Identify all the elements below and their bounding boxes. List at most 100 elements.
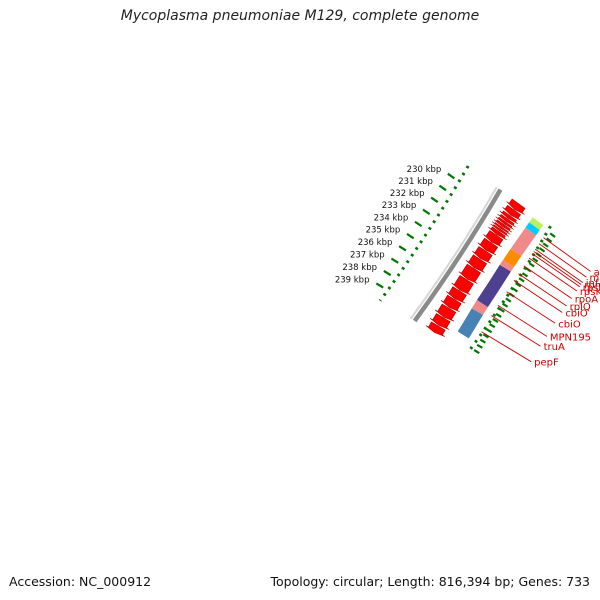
cds-arrow-15	[451, 274, 474, 295]
cds-arrow-1	[506, 198, 526, 215]
band-segment-4	[503, 248, 522, 268]
cds-arrow-17	[440, 294, 462, 313]
inner-dotted-track	[467, 225, 552, 353]
gene-label-8: rplQ	[570, 302, 591, 313]
scale-ring	[378, 165, 470, 302]
cds-arrow-9	[488, 226, 507, 240]
scale-label-9: 238 kbp	[342, 263, 377, 273]
cds-arrow-18	[434, 303, 457, 322]
gene-leader-8	[518, 273, 567, 307]
gene-leader-3	[534, 248, 583, 283]
gene-leader-2	[538, 243, 587, 278]
inner-track-tick-12	[511, 287, 519, 293]
gene-leader-13	[481, 331, 532, 363]
gene-label-9: cbiO	[565, 308, 588, 319]
map-title: Mycoplasma pneumoniae M129, complete gen…	[120, 8, 480, 24]
inner-track-tick-22	[479, 338, 486, 344]
inner-track-tick-20	[485, 328, 493, 334]
scale-tick-9	[383, 270, 392, 277]
inner-track-tick-15	[501, 302, 509, 308]
gene-leader-12	[491, 315, 541, 347]
gene-leader-6	[528, 257, 578, 292]
scale-tick-5	[414, 220, 423, 228]
gene-label-7: rpoA	[575, 295, 599, 306]
cds-arrow-6	[493, 219, 513, 233]
inner-track-tick-3	[542, 242, 549, 248]
inner-track-tick-11	[515, 282, 522, 288]
inner-track-tick-4	[539, 247, 546, 253]
scale-tick-2	[438, 184, 447, 192]
inner-track-tick-24	[473, 349, 480, 355]
cds-arrow-20	[425, 321, 446, 337]
gene-label-12: truA	[544, 342, 565, 353]
inner-track-tick-18	[492, 317, 499, 323]
inner-track-tick-10	[518, 277, 525, 283]
cds-arrow-7	[492, 221, 511, 235]
scale-label-1: 230 kbp	[407, 165, 442, 175]
band-segment-6	[476, 264, 511, 308]
cds-arrow-14	[458, 263, 482, 284]
gene-leader-5	[531, 253, 581, 288]
cds-arrow-2	[502, 204, 521, 221]
genome-summary-text: Topology: circular; Length: 816,394 bp; …	[270, 574, 591, 589]
inner-track-tick-17	[495, 312, 502, 318]
scale-label-2: 231 kbp	[398, 177, 433, 187]
cds-arrow-11	[477, 237, 499, 256]
gene-leader-9	[513, 280, 563, 313]
genome-backbone-shadow	[409, 186, 498, 320]
gene-leader-11	[497, 304, 548, 337]
cds-arrow-5	[495, 216, 514, 230]
scale-label-7: 236 kbp	[358, 238, 393, 248]
inner-track-tick-23	[476, 343, 483, 349]
cds-arrow-19	[429, 313, 451, 330]
gene-label-3: infA	[586, 279, 600, 290]
gene-leader-7	[523, 265, 572, 299]
cds-arrow-4	[497, 213, 516, 228]
inner-track-tick-14	[505, 297, 512, 303]
scale-tick-3	[430, 196, 439, 203]
inner-track-tick-8	[525, 267, 532, 273]
cds-arrow-8	[490, 223, 509, 237]
scale-label-8: 237 kbp	[350, 250, 385, 260]
gene-label-1: adk	[594, 267, 600, 278]
scale-tick-8	[390, 257, 399, 264]
inner-track-tick-1	[549, 232, 556, 238]
gene-label-5: rpsM	[583, 283, 600, 294]
inner-track-tick-19	[489, 323, 496, 329]
gene-leader-10	[506, 291, 556, 324]
gene-label-11: MPN195	[550, 332, 591, 343]
cds-arrow-3	[499, 210, 518, 225]
gene-label-10: cbiO	[558, 319, 581, 330]
inner-track-tick-16	[498, 307, 505, 313]
band-segment-2	[525, 222, 540, 236]
scale-label-6: 235 kbp	[366, 226, 401, 236]
scale-tick-1	[447, 172, 455, 180]
gene-leader-4	[533, 251, 582, 286]
inner-track-tick-21	[482, 333, 490, 339]
scale-label-10: 239 kbp	[335, 275, 370, 285]
gene-label-6: rpsK	[580, 287, 600, 298]
cds-arrow-16	[446, 286, 467, 304]
band-segment-5	[499, 260, 514, 272]
gene-label-4: rpmJ	[584, 281, 600, 292]
band-segment-3	[510, 227, 537, 257]
scale-label-4: 233 kbp	[382, 201, 417, 211]
cds-arrow-12	[472, 246, 493, 264]
band-segment-1	[529, 217, 544, 231]
gene-leader-1	[543, 237, 591, 272]
scale-tick-6	[406, 233, 415, 240]
genome-backbone	[412, 188, 503, 323]
cds-arrow-10	[483, 230, 504, 248]
scale-tick-4	[422, 208, 431, 215]
inner-track-tick-7	[528, 262, 535, 268]
inner-track-tick-9	[521, 272, 529, 278]
band-segment-8	[457, 308, 483, 339]
scale-tick-10	[375, 282, 384, 289]
inner-track-tick-6	[532, 257, 539, 263]
band-segment-7	[471, 300, 488, 316]
gene-label-2: map	[589, 273, 600, 284]
gene-label-13: pepF	[534, 358, 559, 369]
scale-label-5: 234 kbp	[374, 213, 409, 223]
